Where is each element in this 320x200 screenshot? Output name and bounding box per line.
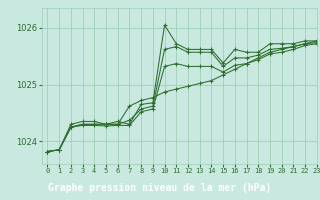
Text: Graphe pression niveau de la mer (hPa): Graphe pression niveau de la mer (hPa) bbox=[48, 183, 272, 193]
